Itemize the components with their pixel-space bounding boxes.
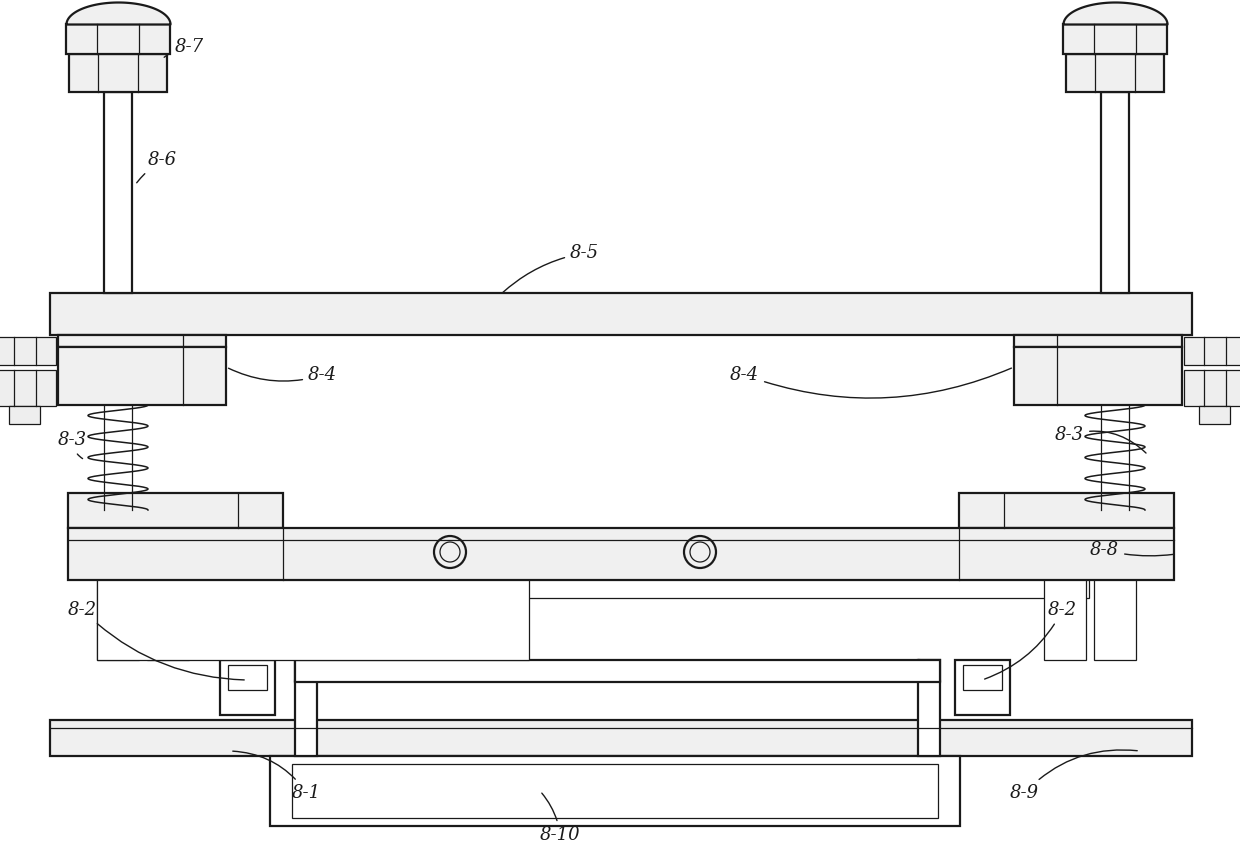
Bar <box>1094 580 1136 660</box>
Bar <box>66 24 170 54</box>
Bar <box>0 370 56 406</box>
Text: 8-4: 8-4 <box>228 366 337 384</box>
Bar <box>97 580 139 660</box>
Bar <box>1044 580 1086 660</box>
Bar <box>918 660 940 756</box>
Bar <box>295 660 940 682</box>
Text: 8-6: 8-6 <box>136 151 177 183</box>
Bar <box>1101 92 1128 293</box>
Bar <box>69 54 167 92</box>
Text: 8-2: 8-2 <box>68 601 244 680</box>
Text: 8-10: 8-10 <box>539 793 580 844</box>
Bar <box>97 580 529 660</box>
Bar <box>270 756 960 826</box>
Bar <box>50 720 1192 756</box>
Bar <box>219 660 275 715</box>
Bar <box>1014 347 1182 405</box>
Bar <box>153 580 1089 598</box>
Bar <box>959 493 1174 528</box>
Bar <box>68 493 283 528</box>
Bar <box>50 293 1192 335</box>
Bar <box>1184 370 1240 406</box>
Bar <box>104 92 131 293</box>
Text: 8-4: 8-4 <box>730 366 1012 399</box>
Text: 8-3: 8-3 <box>1055 426 1146 453</box>
Bar <box>58 335 226 347</box>
Bar <box>1184 337 1240 365</box>
Bar <box>228 665 267 690</box>
Bar <box>1014 335 1182 347</box>
Bar <box>295 660 317 756</box>
Bar <box>291 764 937 818</box>
Bar <box>955 660 1011 715</box>
Bar <box>58 347 226 405</box>
Bar <box>68 528 1174 580</box>
Text: 8-8: 8-8 <box>1090 541 1173 559</box>
Bar <box>148 580 188 660</box>
Bar <box>963 665 1002 690</box>
Bar <box>0 337 56 365</box>
Text: 8-5: 8-5 <box>502 244 599 293</box>
Text: 8-7: 8-7 <box>164 38 205 57</box>
Bar <box>1063 24 1167 54</box>
Text: 8-3: 8-3 <box>58 431 87 458</box>
Text: 8-1: 8-1 <box>233 751 321 802</box>
Text: 8-2: 8-2 <box>985 601 1078 679</box>
Bar <box>1066 54 1164 92</box>
Bar <box>9 406 40 424</box>
Text: 8-9: 8-9 <box>1011 750 1137 802</box>
Bar <box>1199 406 1230 424</box>
